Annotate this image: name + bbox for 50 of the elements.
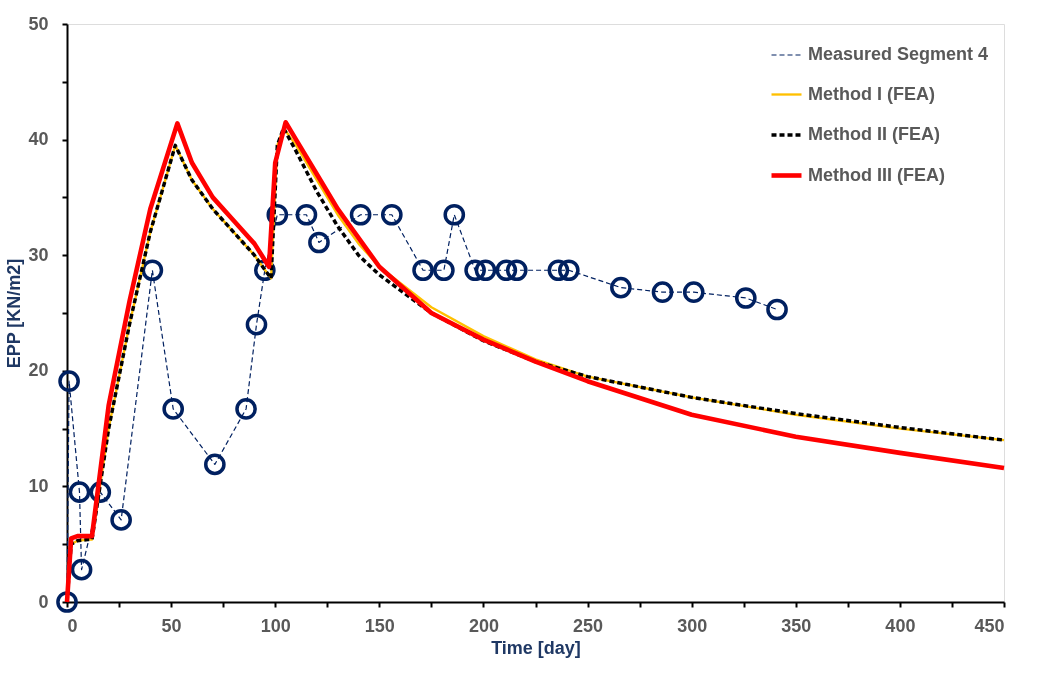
y-tick-label: 10 [28, 475, 49, 496]
point [682, 281, 705, 304]
y-tick-label: 0 [38, 591, 49, 612]
point [58, 370, 80, 393]
x-tick-label: 50 [161, 615, 182, 636]
point [295, 203, 318, 226]
y-tick-label: 50 [28, 13, 49, 34]
point [433, 259, 455, 282]
point [162, 398, 185, 420]
point [245, 313, 268, 336]
x-axis-title: Time [day] [491, 637, 581, 658]
x-tick-label: 100 [260, 615, 291, 636]
point [56, 591, 78, 613]
point [235, 398, 257, 420]
point [308, 231, 330, 254]
x-tick-label: 250 [573, 615, 604, 636]
point [505, 259, 528, 282]
x-tick-label: 350 [781, 615, 812, 636]
point [547, 259, 570, 282]
point [70, 558, 93, 581]
point [474, 259, 497, 282]
y-tick-label: 20 [28, 360, 49, 381]
point [443, 203, 466, 226]
point [557, 259, 580, 282]
point [110, 509, 132, 531]
point [141, 259, 164, 282]
point [766, 298, 788, 321]
point [495, 259, 518, 282]
y-axis-title: EPP [KN/m2] [4, 258, 25, 369]
x-tick-label: 0 [67, 615, 78, 636]
legend-label: Method II (FEA) [808, 124, 940, 144]
point [204, 453, 226, 476]
x-tick-label: 150 [364, 615, 395, 636]
y-tick-label: 40 [28, 129, 49, 150]
point [412, 259, 434, 282]
point [68, 481, 91, 503]
point [610, 276, 632, 299]
point [734, 287, 757, 309]
x-tick-label: 300 [677, 615, 708, 636]
x-tick-label: 450 [974, 615, 1005, 636]
x-tick-label: 200 [468, 615, 499, 636]
y-tick-label: 30 [28, 244, 49, 265]
legend-label: Method I (FEA) [808, 83, 935, 104]
point [464, 259, 486, 282]
point [380, 203, 403, 226]
point [349, 203, 372, 226]
legend-label: Measured Segment 4 [808, 44, 989, 64]
x-tick-label: 400 [885, 615, 916, 636]
point [651, 281, 674, 304]
legend-label: Method III (FEA) [808, 164, 945, 185]
